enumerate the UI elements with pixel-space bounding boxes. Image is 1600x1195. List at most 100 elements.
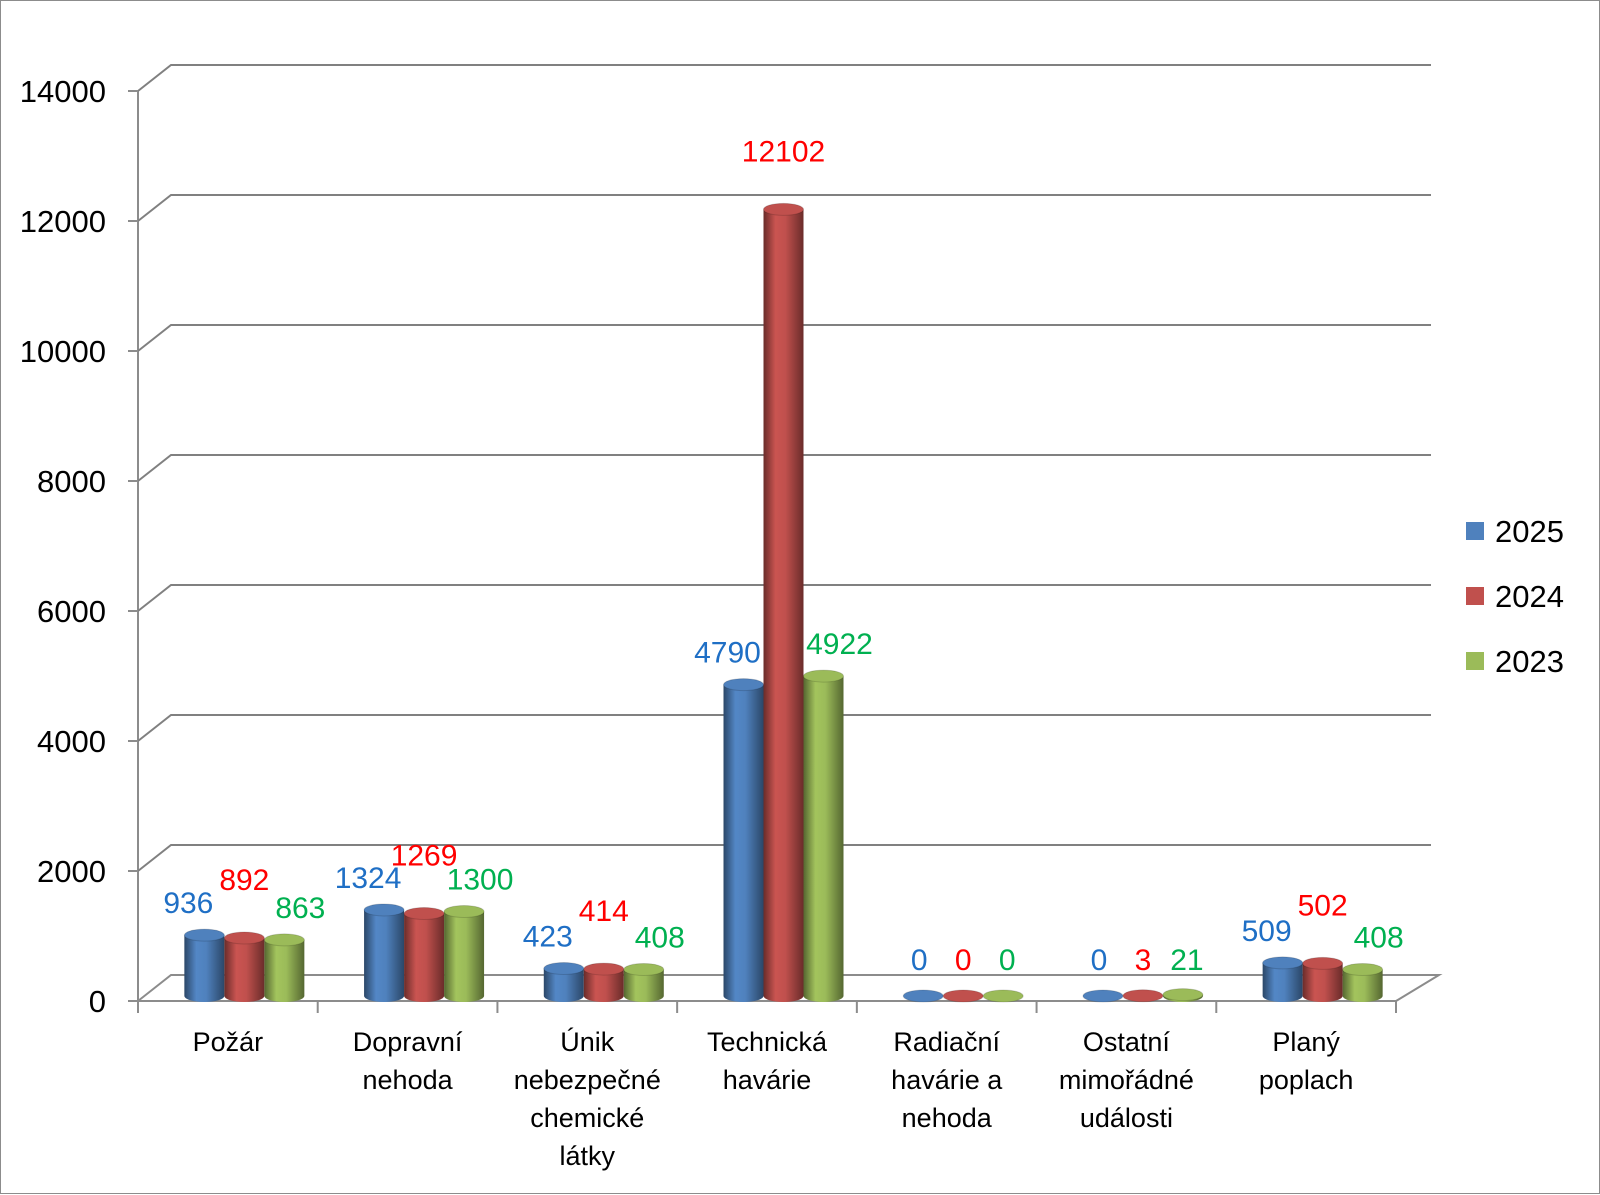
legend-swatch-2023: [1466, 652, 1484, 670]
bar-top: [1122, 989, 1164, 1003]
bar-top: [1082, 989, 1124, 1003]
legend-label-2023: 2023: [1495, 644, 1564, 679]
category-label: Požár: [193, 1027, 264, 1057]
bar-2024: [763, 202, 804, 1003]
bars: [183, 202, 1384, 1003]
bar-body: [444, 911, 485, 1003]
bar-2024: [942, 989, 984, 1003]
y-tick-label: 10000: [20, 334, 106, 369]
bar-2025: [1082, 989, 1124, 1003]
bar-body: [1342, 969, 1383, 1003]
data-label: 408: [635, 921, 685, 954]
data-label: 863: [275, 892, 325, 925]
bar-2025: [363, 903, 405, 1003]
bar-top: [902, 989, 944, 1003]
bar-top: [723, 678, 764, 692]
x-axis-categories: Požár Dopravní nehoda Únik nebezpečné chemick…: [137, 1001, 1397, 1171]
data-label: 0: [999, 944, 1016, 977]
data-label: 1324: [335, 862, 402, 895]
bar-body: [224, 938, 265, 1003]
gridline: [137, 194, 1431, 222]
bar-top: [403, 907, 445, 921]
bar-top: [942, 989, 984, 1003]
category-label: mimořádné: [1059, 1065, 1194, 1095]
category-label: poplach: [1259, 1065, 1354, 1095]
category-label: havárie a: [891, 1065, 1003, 1095]
gridline: [137, 844, 1431, 872]
bar-top: [982, 989, 1024, 1003]
data-label: 509: [1242, 915, 1292, 948]
data-label: 0: [1091, 944, 1108, 977]
bar-body: [623, 969, 664, 1003]
data-labels: 9368928631324126913004234144084790121024…: [163, 135, 1403, 977]
data-label: 4922: [806, 628, 873, 661]
bar-body: [1262, 962, 1303, 1003]
category-label: Dopravní: [353, 1027, 463, 1057]
bar-body: [723, 684, 764, 1003]
data-label: 414: [579, 895, 629, 928]
bar-body: [364, 909, 405, 1003]
data-label: 1269: [391, 840, 458, 873]
bar-body: [264, 939, 305, 1003]
data-label: 12102: [742, 135, 825, 168]
category-label: Únik: [560, 1026, 615, 1057]
bar-2025: [1262, 956, 1304, 1003]
y-axis-ticks: 0 2000 4000 6000 8000 10000 12000 14000: [20, 74, 138, 1019]
bar-top: [363, 903, 405, 917]
gridline: [137, 584, 1431, 612]
category-label: nehoda: [363, 1065, 454, 1095]
bar-top: [763, 202, 804, 216]
bar-top: [443, 905, 485, 918]
y-tick-label: 2000: [37, 854, 106, 889]
bar-2023: [1162, 988, 1204, 1003]
category-label: nebezpečné: [514, 1065, 661, 1095]
category-label: chemické: [530, 1103, 644, 1133]
gridline: [137, 64, 1431, 92]
bar-2025: [723, 678, 764, 1003]
bar-body: [583, 969, 624, 1003]
category-label: látky: [560, 1141, 616, 1171]
bar-2024: [1302, 956, 1344, 1003]
bar-top: [1262, 956, 1304, 970]
category-label: Ostatní: [1083, 1027, 1171, 1057]
bar-top: [583, 962, 625, 976]
bar-body: [803, 676, 844, 1003]
bar-2024: [223, 931, 265, 1003]
data-label: 423: [523, 921, 573, 954]
data-label: 0: [955, 944, 972, 977]
data-label: 936: [163, 887, 213, 920]
data-label: 502: [1298, 889, 1348, 922]
bar-2025: [902, 989, 944, 1003]
chart-floor: [135, 974, 1443, 1002]
bar-2024: [403, 907, 445, 1003]
data-label: 1300: [447, 864, 514, 897]
y-tick-label: 14000: [20, 74, 106, 109]
category-label: havárie: [723, 1065, 812, 1095]
data-label: 408: [1354, 921, 1404, 954]
bar-top: [183, 928, 225, 942]
bar-top: [543, 962, 585, 976]
bar-2023: [1342, 962, 1384, 1003]
data-label: 892: [219, 864, 269, 897]
y-tick-label: 4000: [37, 724, 106, 759]
bar-body: [763, 209, 804, 1003]
bar-2023: [443, 905, 485, 1003]
gridline: [137, 714, 1431, 742]
legend-swatch-2025: [1466, 522, 1484, 540]
data-label: 0: [911, 944, 928, 977]
y-tick-label: 6000: [37, 594, 106, 629]
category-label: nehoda: [902, 1103, 993, 1133]
legend-label-2024: 2024: [1495, 579, 1564, 614]
bar-top: [263, 933, 305, 947]
bar-2025: [183, 928, 225, 1003]
bar-2023: [982, 989, 1024, 1003]
bar-2025: [543, 962, 585, 1003]
bar-top: [223, 931, 265, 945]
bar-top: [803, 669, 844, 683]
bar-2023: [263, 933, 305, 1003]
bar-top: [1162, 988, 1204, 1002]
category-label: Radiační: [893, 1027, 1000, 1057]
y-tick-label: 0: [89, 984, 106, 1019]
category-label: Planý: [1272, 1027, 1340, 1057]
